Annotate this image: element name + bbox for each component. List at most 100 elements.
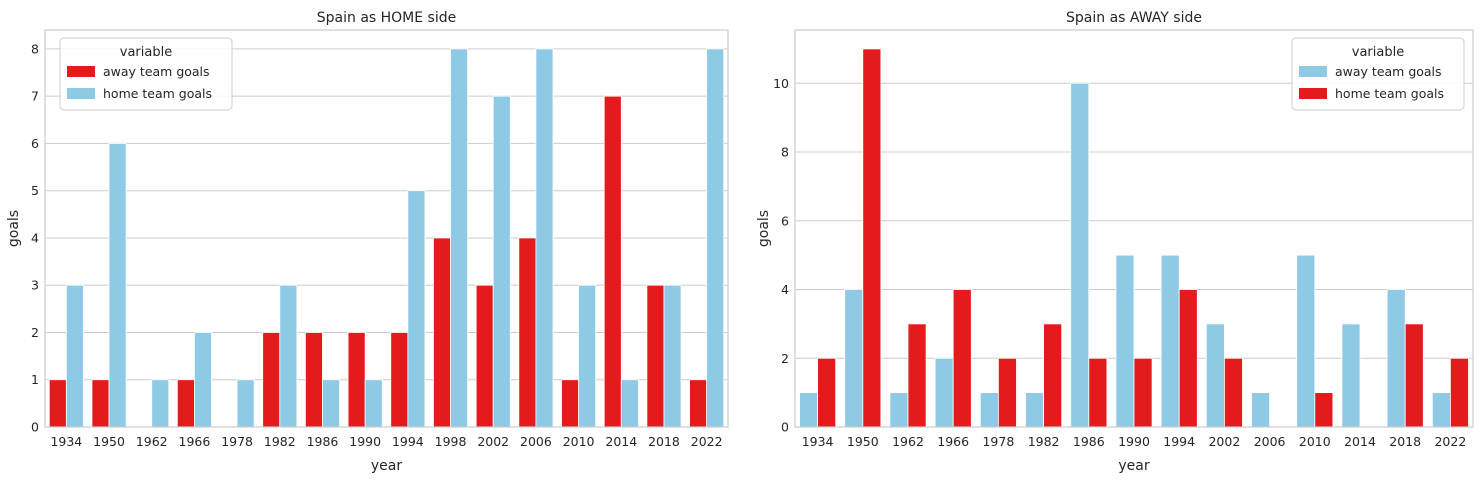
x-tick-label: 2006 — [1254, 434, 1286, 449]
bar-away-away-goals-1990 — [1115, 254, 1135, 428]
x-tick-label: 2018 — [648, 434, 680, 449]
bar-away-home-goals-1994 — [1178, 289, 1198, 428]
bar-home-away-goals-1998 — [433, 237, 451, 428]
y-tick-label: 8 — [31, 41, 39, 56]
x-tick-label: 1966 — [937, 434, 969, 449]
bar-home-home-goals-2002 — [492, 95, 511, 428]
y-tick-label: 0 — [31, 420, 39, 435]
x-tick-label: 1962 — [892, 434, 924, 449]
bar-away-home-goals-1966 — [952, 289, 972, 428]
bar-home-home-goals-1978 — [236, 379, 255, 428]
bar-away-away-goals-2002 — [1205, 323, 1225, 428]
bar-home-home-goals-1950 — [108, 143, 127, 428]
y-axis-label: goals — [6, 210, 22, 247]
bar-home-home-goals-2022 — [706, 48, 725, 428]
x-tick-label: 1978 — [982, 434, 1014, 449]
x-axis-label: year — [371, 458, 402, 474]
y-tick-label: 6 — [781, 213, 789, 228]
bar-home-home-goals-2006 — [535, 48, 554, 428]
y-tick-label: 2 — [31, 325, 39, 340]
bar-away-away-goals-2018 — [1386, 289, 1406, 428]
y-tick-label: 4 — [781, 282, 789, 297]
bar-away-away-goals-2010 — [1296, 254, 1316, 428]
x-tick-label: 1934 — [802, 434, 834, 449]
legend-swatch — [1299, 66, 1327, 77]
bar-away-home-goals-1950 — [862, 48, 882, 428]
bar-home-home-goals-1998 — [450, 48, 469, 428]
legend-swatch — [67, 88, 95, 99]
bar-away-away-goals-2006 — [1251, 392, 1271, 428]
x-tick-label: 1950 — [93, 434, 125, 449]
x-tick-label: 1982 — [264, 434, 296, 449]
bar-home-home-goals-1962 — [151, 379, 170, 428]
x-tick-label: 2010 — [1299, 434, 1331, 449]
legend-title: variable — [120, 45, 172, 60]
chart-away-side: 0 2 4 6 8 10 1934 1950 1962 1966 1978 1982 1986 1990 1… — [756, 10, 1474, 474]
y-tick-label: 8 — [781, 145, 789, 160]
x-tick-label: 1998 — [435, 434, 467, 449]
bar-home-home-goals-2010 — [578, 284, 597, 428]
legend-swatch — [1299, 88, 1327, 99]
bar-home-away-goals-1994 — [390, 332, 409, 428]
y-tick-label: 1 — [31, 372, 39, 387]
bar-away-home-goals-2018 — [1404, 323, 1424, 428]
y-tick-label: 10 — [773, 76, 789, 91]
bar-away-home-goals-2010 — [1314, 392, 1334, 428]
bar-home-away-goals-1950 — [91, 379, 110, 428]
x-tick-label: 1990 — [1118, 434, 1150, 449]
bar-away-away-goals-1986 — [1070, 82, 1090, 428]
chart-title: Spain as HOME side — [317, 10, 457, 26]
x-tick-label: 2022 — [1434, 434, 1466, 449]
x-tick-label: 2018 — [1389, 434, 1421, 449]
bar-home-home-goals-1934 — [65, 284, 84, 428]
y-tick-label: 0 — [781, 420, 789, 435]
y-axis-label: goals — [756, 210, 772, 247]
bar-home-home-goals-1990 — [364, 379, 383, 428]
bar-home-home-goals-1986 — [322, 379, 340, 428]
x-tick-label: 2002 — [1208, 434, 1240, 449]
x-tick-label: 2014 — [1344, 434, 1376, 449]
bar-away-home-goals-1982 — [1043, 323, 1063, 428]
x-tick-label: 1962 — [136, 434, 168, 449]
bar-away-away-goals-1994 — [1160, 254, 1180, 428]
x-tick-label: 1990 — [349, 434, 381, 449]
legend-title: variable — [1352, 45, 1404, 60]
legend: variable away team goals home team goals — [59, 37, 233, 111]
x-tick-label: 2014 — [605, 434, 637, 449]
x-tick-label: 2002 — [477, 434, 509, 449]
x-tick-label: 1994 — [1163, 434, 1195, 449]
bar-home-away-goals-2006 — [518, 237, 537, 428]
legend-swatch — [67, 66, 95, 77]
chart-title: Spain as AWAY side — [1066, 10, 1202, 26]
bar-home-away-goals-1966 — [176, 379, 195, 428]
legend-entry-label: home team goals — [1335, 86, 1444, 101]
bar-home-home-goals-2014 — [620, 379, 639, 428]
bar-home-away-goals-1986 — [304, 332, 323, 428]
legend-entry-label: home team goals — [103, 86, 212, 101]
bar-away-away-goals-2022 — [1431, 392, 1451, 428]
legend-entry-label: away team goals — [1335, 64, 1442, 79]
x-tick-label: 1978 — [221, 434, 253, 449]
y-tick-label: 6 — [31, 136, 39, 151]
chart-home-side: 0 1 2 3 4 5 6 7 8 1934 1950 1962 1966 1978 1982 1986 199… — [6, 10, 729, 474]
axes-frame — [794, 29, 1474, 428]
bar-away-away-goals-1950 — [844, 289, 864, 428]
y-tick-label: 4 — [31, 230, 39, 245]
legend: variable away team goals home team goals — [1291, 37, 1465, 111]
legend-entry-label: away team goals — [103, 64, 210, 79]
y-tick-label: 3 — [31, 278, 39, 293]
y-tick-label: 7 — [31, 89, 39, 104]
bar-away-home-goals-2022 — [1450, 357, 1469, 428]
bar-home-away-goals-2018 — [646, 284, 665, 428]
x-tick-label: 1950 — [847, 434, 879, 449]
bar-home-home-goals-1994 — [407, 190, 426, 428]
bar-home-home-goals-1982 — [279, 284, 298, 428]
x-tick-label: 1966 — [179, 434, 211, 449]
x-tick-label: 1994 — [392, 434, 424, 449]
bar-home-away-goals-2010 — [561, 379, 579, 428]
bar-away-away-goals-1962 — [889, 392, 909, 428]
bar-away-away-goals-1982 — [1025, 392, 1045, 428]
legend-box — [1291, 37, 1465, 111]
bar-away-home-goals-1962 — [907, 323, 927, 428]
x-tick-label: 1982 — [1028, 434, 1060, 449]
